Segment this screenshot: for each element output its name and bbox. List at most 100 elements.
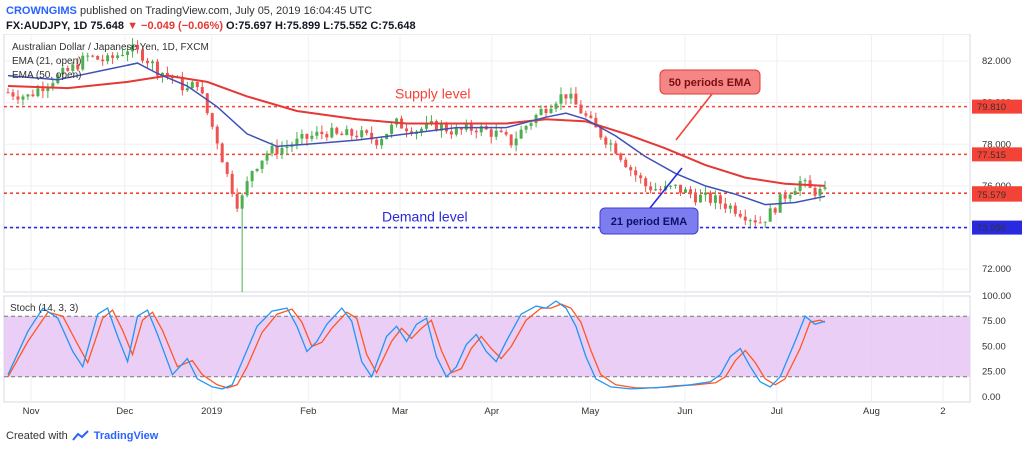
candle-body bbox=[813, 187, 817, 196]
demand-level-label: Demand level bbox=[382, 209, 468, 225]
candle-body bbox=[320, 131, 324, 135]
candle-body bbox=[783, 194, 787, 199]
candle-body bbox=[803, 180, 807, 182]
candle-body bbox=[325, 134, 329, 138]
candle-body bbox=[275, 145, 279, 155]
candle-body bbox=[424, 122, 428, 129]
legend-ema21: EMA (21, open) bbox=[12, 56, 81, 67]
ema21-callout-box bbox=[599, 207, 699, 235]
footer: Created with TradingView bbox=[6, 430, 158, 442]
created-with-text: Created with bbox=[6, 430, 68, 442]
candle-body bbox=[579, 104, 583, 114]
candle-body bbox=[96, 56, 100, 60]
chart-legend: Australian Dollar / Japanese Yen, 1D, FX… bbox=[10, 42, 209, 314]
candle-body bbox=[723, 203, 727, 209]
candle-body bbox=[91, 55, 95, 57]
candle-body bbox=[823, 187, 827, 189]
candle-body bbox=[474, 130, 478, 133]
candle-body bbox=[185, 88, 189, 91]
candle-body bbox=[31, 94, 35, 97]
candle-body bbox=[449, 131, 453, 135]
time-tick-label: Mar bbox=[392, 406, 408, 417]
candle-body bbox=[111, 55, 115, 58]
candle-body bbox=[375, 139, 379, 146]
candle-body bbox=[260, 160, 264, 169]
candle-body bbox=[335, 127, 339, 134]
level-price-tag bbox=[972, 220, 1022, 235]
candle-body bbox=[454, 128, 458, 135]
candle-body bbox=[669, 185, 673, 187]
candle-body bbox=[494, 130, 498, 137]
time-tick-label: Aug bbox=[863, 406, 880, 417]
candle-body bbox=[300, 133, 304, 139]
candle-body bbox=[434, 121, 438, 131]
candle-body bbox=[405, 128, 409, 132]
publish-header: CROWNGIMS published on TradingView.com, … bbox=[0, 0, 1024, 34]
time-tick-label: Jul bbox=[771, 406, 783, 417]
stoch-tick-label: 0.00 bbox=[982, 392, 1001, 403]
candle-body bbox=[479, 126, 483, 133]
candle-body bbox=[195, 81, 199, 88]
candle-body bbox=[773, 208, 777, 213]
candle-body bbox=[619, 153, 623, 160]
candle-body bbox=[365, 130, 369, 133]
candle-body bbox=[61, 67, 65, 75]
candle-body bbox=[205, 93, 209, 114]
ema-lines bbox=[7, 62, 826, 206]
candle-body bbox=[679, 184, 683, 193]
candle-body bbox=[509, 134, 513, 146]
candle-body bbox=[340, 133, 344, 136]
ema21-callout-label: 21 period EMA bbox=[611, 216, 687, 228]
candle-body bbox=[569, 93, 573, 99]
candle-body bbox=[763, 221, 767, 223]
candle-body bbox=[126, 51, 130, 55]
level-lines bbox=[4, 105, 970, 229]
candle-body bbox=[240, 195, 244, 209]
level-price-label: 79.810 bbox=[977, 102, 1006, 113]
supply-level-label: Supply level bbox=[395, 86, 471, 102]
publish-line: CROWNGIMS published on TradingView.com, … bbox=[6, 5, 372, 17]
level-price-label: 77.515 bbox=[977, 150, 1006, 161]
candle-body bbox=[66, 67, 70, 71]
candle-body bbox=[519, 129, 523, 139]
stoch-tick-label: 75.00 bbox=[982, 316, 1006, 327]
candle-body bbox=[165, 72, 169, 76]
candle-body bbox=[549, 108, 553, 114]
candle-body bbox=[554, 103, 558, 109]
author-username[interactable]: CROWNGIMS bbox=[6, 5, 77, 17]
candle-body bbox=[270, 145, 274, 154]
candle-body bbox=[654, 189, 658, 191]
candle-body bbox=[738, 213, 742, 217]
candle-body bbox=[514, 138, 518, 146]
candle-body bbox=[788, 194, 792, 199]
candle-body bbox=[529, 123, 533, 127]
price-tick-label: 78.000 bbox=[982, 139, 1011, 150]
candle-body bbox=[459, 128, 463, 130]
stoch-band bbox=[4, 315, 970, 378]
tradingview-brand[interactable]: TradingView bbox=[93, 430, 159, 442]
stochastic-lines bbox=[7, 300, 826, 390]
candle-body bbox=[230, 173, 234, 194]
candle-body bbox=[295, 138, 299, 146]
symbol-label: FX:AUDJPY, 1D bbox=[6, 20, 88, 32]
candle-body bbox=[310, 135, 314, 139]
candle-body bbox=[255, 168, 259, 171]
candle-body bbox=[758, 222, 762, 224]
price-change: −0.049 (−0.06%) bbox=[141, 20, 223, 32]
axes: 82.00080.00078.00076.00074.00072.000NovD… bbox=[23, 56, 1022, 417]
price-chart[interactable]: 82.00080.00078.00076.00074.00072.000NovD… bbox=[0, 34, 1024, 424]
stoch-d-line bbox=[7, 303, 826, 389]
level-price-label: 73.996 bbox=[977, 223, 1006, 234]
time-tick-label: May bbox=[581, 406, 599, 417]
candle-body bbox=[315, 131, 319, 136]
candle-body bbox=[220, 143, 224, 163]
time-tick-label: Feb bbox=[300, 406, 316, 417]
candle-body bbox=[703, 192, 707, 195]
ema21-callout-pointer bbox=[649, 167, 683, 209]
stoch-k-line bbox=[7, 300, 826, 390]
candle-body bbox=[564, 94, 568, 99]
candle-body bbox=[116, 55, 120, 58]
main-pane bbox=[3, 34, 971, 293]
candle-body bbox=[145, 60, 149, 64]
candle-body bbox=[589, 115, 593, 118]
